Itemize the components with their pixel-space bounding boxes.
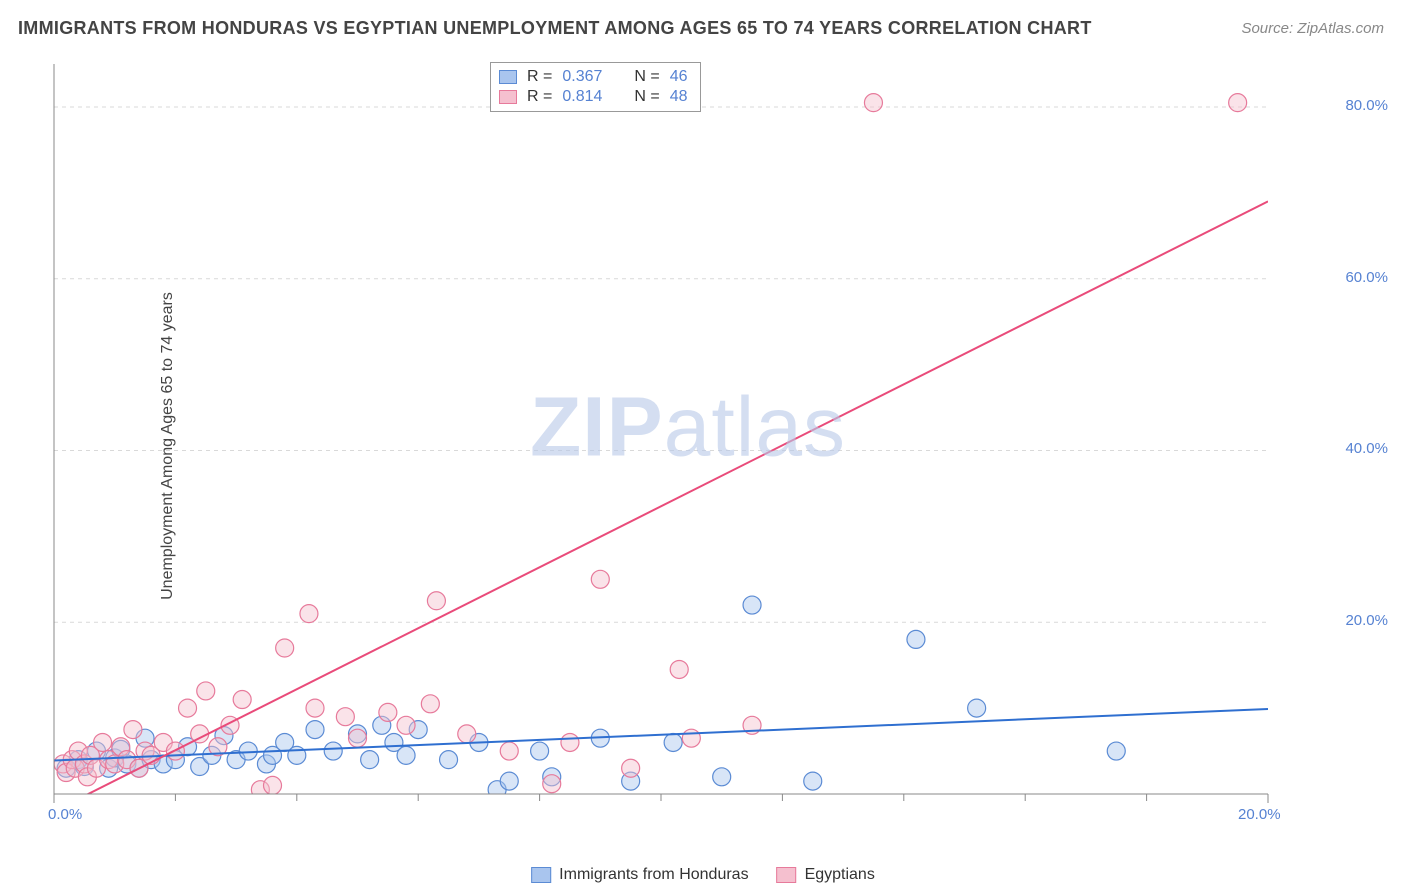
stats-n-label: N = (634, 88, 659, 106)
y-tick-label: 40.0% (1345, 440, 1388, 457)
chart-title: IMMIGRANTS FROM HONDURAS VS EGYPTIAN UNE… (18, 18, 1092, 39)
stats-row: R = 0.367 N = 46 (499, 67, 688, 87)
y-tick-label: 80.0% (1345, 97, 1388, 114)
legend-label: Egyptians (805, 866, 875, 884)
stats-n-value: 48 (670, 88, 688, 106)
legend-item: Egyptians (777, 866, 875, 884)
x-tick-label: 20.0% (1238, 806, 1281, 823)
source-attribution: Source: ZipAtlas.com (1241, 20, 1384, 37)
stats-swatch-icon (499, 90, 517, 104)
stats-r-label: R = (527, 88, 552, 106)
legend-item: Immigrants from Honduras (531, 866, 748, 884)
stats-swatch-icon (499, 70, 517, 84)
stats-box: R = 0.367 N = 46 R = 0.814 N = 48 (490, 62, 701, 112)
legend-swatch-icon (777, 867, 797, 883)
stats-r-value: 0.814 (562, 88, 602, 106)
series-legend: Immigrants from Honduras Egyptians (531, 866, 875, 884)
scatter-plot-svg (48, 56, 1328, 828)
stats-row: R = 0.814 N = 48 (499, 87, 688, 107)
stats-n-label: N = (634, 68, 659, 86)
y-tick-label: 60.0% (1345, 269, 1388, 286)
x-tick-label: 0.0% (48, 806, 82, 823)
stats-r-label: R = (527, 68, 552, 86)
stats-n-value: 46 (670, 68, 688, 86)
chart-area: ZIPatlas (48, 56, 1328, 828)
stats-r-value: 0.367 (562, 68, 602, 86)
y-tick-label: 20.0% (1345, 612, 1388, 629)
legend-swatch-icon (531, 867, 551, 883)
legend-label: Immigrants from Honduras (559, 866, 748, 884)
